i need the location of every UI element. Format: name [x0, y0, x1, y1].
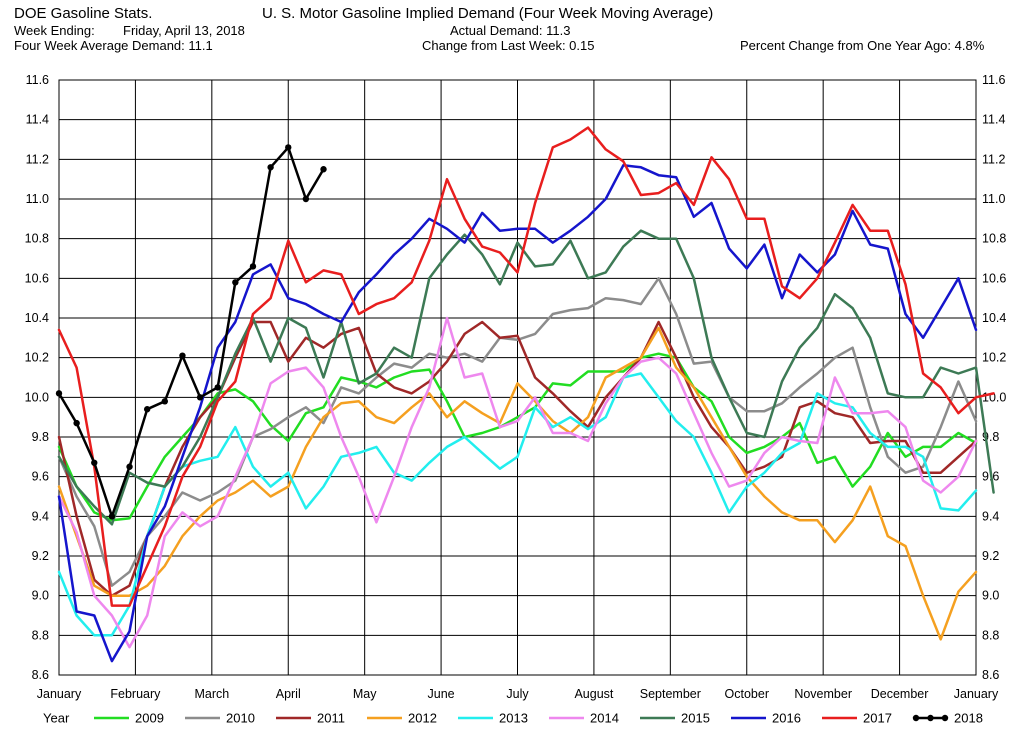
y-tick-label-left: 11.2 — [26, 152, 49, 166]
y-tick-label-right: 8.8 — [982, 628, 999, 642]
series-point-2018 — [161, 398, 169, 405]
four-week-average: Four Week Average Demand: 11.1 — [14, 38, 213, 53]
series-point-2018 — [73, 419, 80, 427]
y-tick-label-right: 11.2 — [982, 152, 1005, 166]
x-tick-label: July — [506, 687, 529, 701]
x-tick-label: June — [428, 687, 455, 701]
grid — [58, 79, 977, 676]
legend-label-2011: 2011 — [317, 711, 345, 726]
axes: 8.6 8.68.8 8.89.0 9.09.2 9.29.4 9.49.6 9.69.8 9… — [25, 73, 1007, 701]
series-point-2018 — [196, 394, 204, 401]
y-tick-label-right: 11.6 — [982, 73, 1005, 87]
y-tick-label-right: 11.0 — [982, 192, 1005, 206]
y-tick-label-left: 11.6 — [26, 73, 49, 87]
series-point-2018 — [302, 195, 310, 203]
y-tick-label-left: 10.0 — [25, 390, 49, 404]
y-tick-label-left: 8.8 — [32, 628, 49, 642]
actual-demand: Actual Demand: 11.3 — [450, 23, 571, 38]
series-point-2018 — [55, 390, 63, 397]
series-line-2018 — [57, 146, 325, 518]
legend-title: Year — [43, 711, 70, 726]
y-tick-label-left: 10.4 — [25, 311, 49, 325]
series-line-2013 — [57, 372, 978, 637]
y-tick-label-left: 8.6 — [32, 668, 49, 682]
legend-label-2012: 2012 — [408, 711, 437, 726]
series-point-2018 — [179, 352, 186, 359]
y-tick-label-left: 10.2 — [25, 351, 49, 365]
y-tick-label-right: 10.6 — [982, 271, 1006, 285]
legend-marker-2018 — [927, 714, 934, 722]
y-tick-label-left: 9.2 — [32, 549, 49, 563]
series-point-2018 — [143, 406, 151, 413]
x-tick-label: September — [640, 687, 701, 701]
y-tick-label-left: 11.0 — [26, 192, 49, 206]
series-point-2018 — [285, 144, 292, 151]
change-from-last-week: Change from Last Week: 0.15 — [422, 38, 595, 53]
legend-label-2015: 2015 — [681, 711, 710, 726]
series-lines — [55, 126, 995, 663]
series-point-2018 — [126, 463, 133, 470]
y-tick-label-left: 9.8 — [32, 430, 49, 444]
y-tick-label-right: 8.6 — [982, 668, 999, 682]
series-point-2018 — [91, 459, 98, 466]
x-tick-label: December — [871, 687, 929, 701]
y-tick-label-left: 9.0 — [32, 589, 49, 603]
percent-change-year: Percent Change from One Year Ago: 4.8% — [740, 38, 985, 53]
legend-label-2010: 2010 — [226, 711, 255, 726]
series-point-2018 — [249, 263, 257, 270]
series-point-2018 — [108, 513, 116, 520]
series-point-2018 — [320, 166, 327, 173]
x-tick-label: January — [37, 687, 82, 701]
x-tick-label: November — [794, 687, 852, 701]
series-point-2018 — [267, 164, 274, 171]
series-line-2012 — [57, 326, 978, 641]
series-line-2011 — [57, 320, 978, 597]
app-title: DOE Gasoline Stats. — [14, 5, 153, 22]
y-tick-label-right: 9.0 — [982, 589, 999, 603]
y-tick-label-right: 11.4 — [982, 113, 1005, 127]
x-tick-label: February — [110, 687, 161, 701]
y-tick-label-right: 9.2 — [982, 549, 999, 563]
y-tick-label-left: 10.8 — [25, 232, 49, 246]
series-point-2018 — [232, 279, 239, 286]
legend-label-2014: 2014 — [590, 711, 619, 726]
chart-title: U. S. Motor Gasoline Implied Demand (Fou… — [262, 5, 714, 22]
legend-label-2016: 2016 — [772, 711, 801, 726]
legend-label-2009: 2009 — [135, 711, 164, 726]
y-tick-label-right: 10.8 — [982, 232, 1006, 246]
x-tick-label: March — [194, 687, 229, 701]
series-line-2010 — [57, 277, 978, 587]
legend-label-2018: 2018 — [954, 711, 983, 726]
week-ending-label: Week Ending: — [14, 23, 95, 38]
y-tick-label-right: 9.4 — [982, 509, 999, 523]
week-ending-value: Friday, April 13, 2018 — [123, 23, 245, 38]
series-point-2018 — [214, 384, 221, 391]
y-tick-label-left: 11.4 — [26, 113, 49, 127]
y-tick-label-right: 10.4 — [982, 311, 1006, 325]
series-line-2017 — [57, 126, 995, 607]
x-tick-label: April — [276, 687, 301, 701]
series-line-2015 — [57, 229, 995, 526]
legend-marker-2018 — [941, 714, 949, 722]
legend-label-2013: 2013 — [499, 711, 528, 726]
x-tick-label: January — [954, 687, 999, 701]
legend-marker-2018 — [912, 714, 920, 722]
x-tick-label: May — [353, 687, 377, 701]
x-tick-label: October — [725, 687, 769, 701]
x-tick-label: August — [574, 687, 613, 701]
y-tick-label-right: 10.2 — [982, 351, 1006, 365]
series-line-2014 — [57, 316, 978, 649]
legend-label-2017: 2017 — [863, 711, 892, 726]
y-tick-label-left: 9.4 — [32, 509, 49, 523]
series-line-2009 — [57, 352, 978, 522]
legend: Year 2009 2010 2011 2012 2013 2014 2015 2016 2017… — [43, 711, 983, 726]
y-tick-label-left: 9.6 — [32, 470, 49, 484]
y-tick-label-left: 10.6 — [25, 271, 49, 285]
